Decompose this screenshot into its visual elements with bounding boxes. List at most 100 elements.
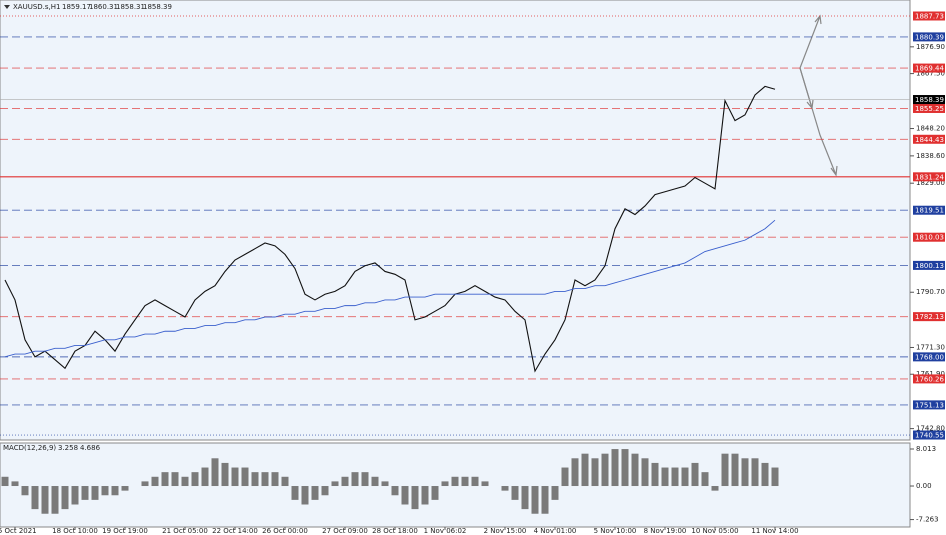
x-tick-label: 5 Nov 10:00 [594,527,637,535]
macd-bar [331,481,339,487]
macd-bar [681,467,689,487]
level-label-box [913,400,945,410]
ohlc-value: 1860.31 [89,3,118,11]
y-tick-label: -7.263 [916,516,939,524]
level-label-box [913,172,945,182]
x-tick-label: 11 Nov 14:00 [751,527,798,535]
level-label: 1855.25 [915,105,944,113]
macd-bar [701,472,709,487]
macd-bar [431,486,439,500]
macd-bar [211,458,219,487]
macd-bar [751,458,759,487]
macd-bar [371,476,379,487]
macd-bar [11,481,19,487]
macd-bar [741,458,749,487]
y-tick-label: 1742.80 [916,425,945,433]
moving-average [4,219,776,358]
x-tick-label: 4 Nov 01:00 [534,527,577,535]
macd-bar [341,476,349,487]
level-label-box [913,103,945,113]
macd-bar [151,476,159,487]
macd-bar [231,467,239,487]
y-tick-label: 1761.90 [916,370,945,378]
x-tick-label: 19 Oct 19:00 [102,527,148,535]
y-tick-label: 0.00 [916,482,932,490]
level-label: 1760.26 [915,375,944,383]
level-label: 1800.13 [915,262,944,270]
macd-bar [71,486,79,505]
macd-bar [161,472,169,487]
macd-bar [571,458,579,487]
level-label-box [913,352,945,362]
ohlc-value: 1858.31 [116,3,145,11]
level-label: 1887.73 [915,13,944,21]
macd-bar [561,467,569,487]
macd-bar [671,467,679,487]
x-tick-label: 18 Oct 10:00 [52,527,98,535]
macd-bar [121,486,129,491]
macd-bar [551,486,559,500]
macd-bar [261,472,269,487]
macd-bar [381,481,389,487]
macd-bar [181,476,189,487]
y-tick-label: 1867.50 [916,70,945,78]
macd-bar [31,486,39,510]
macd-bar [661,467,669,487]
macd-value: 4.686 [80,444,101,452]
y-tick-label: 1876.90 [916,43,945,51]
level-label: 1844.43 [915,136,944,144]
macd-bar [351,472,359,487]
macd-bar [601,453,609,487]
macd-bar [591,458,599,487]
x-tick-label: 2 Nov 15:00 [484,527,527,535]
level-label: 1880.39 [915,33,944,41]
y-tick-label: 1829.00 [916,179,945,187]
macd-bar [721,453,729,487]
macd-bar [81,486,89,500]
macd-bar [321,486,329,496]
level-label: 1869.44 [915,65,944,73]
x-tick-label: 15 Oct 2021 [0,527,37,535]
macd-bar [411,486,419,510]
level-label-box [913,232,945,242]
level-label-box [913,63,945,73]
macd-bar [361,472,369,487]
y-tick-label: 8.013 [916,445,936,453]
level-label-box [913,134,945,144]
macd-bar [531,486,539,514]
macd-bar [711,486,719,491]
macd-bar [251,472,259,487]
macd-bar [241,467,249,487]
macd-bar [221,462,229,487]
macd-bar [651,462,659,487]
level-label-box [913,11,945,21]
macd-bar [481,481,489,487]
macd-bar [421,486,429,505]
y-tick-label: 1771.30 [916,343,945,351]
macd-bar [191,472,199,487]
macd-bar [291,486,299,500]
level-label: 1819.51 [915,207,944,215]
macd-bar [1,476,9,487]
macd-bar [61,486,69,510]
macd-bar [101,486,109,496]
level-label: 1768.00 [915,353,944,361]
y-tick-label: 1790.70 [916,288,945,296]
macd-bar [391,486,399,496]
x-tick-label: 1 Nov 06:02 [424,527,467,535]
level-label-box [913,312,945,322]
macd-bar [521,486,529,510]
y-tick-label: 1848.20 [916,125,945,133]
x-tick-label: 28 Oct 18:00 [372,527,418,535]
symbol: XAUUSD.s,H1 [13,3,60,11]
level-label-box [913,430,945,440]
macd-bar [201,467,209,487]
level-label-box [913,205,945,215]
macd-bar [631,453,639,487]
x-tick-label: 27 Oct 09:00 [322,527,368,535]
level-label: 1810.03 [915,234,944,242]
macd-bar [171,472,179,487]
macd-bar [281,476,289,487]
macd-title: MACD(12,26,9) [3,444,56,452]
